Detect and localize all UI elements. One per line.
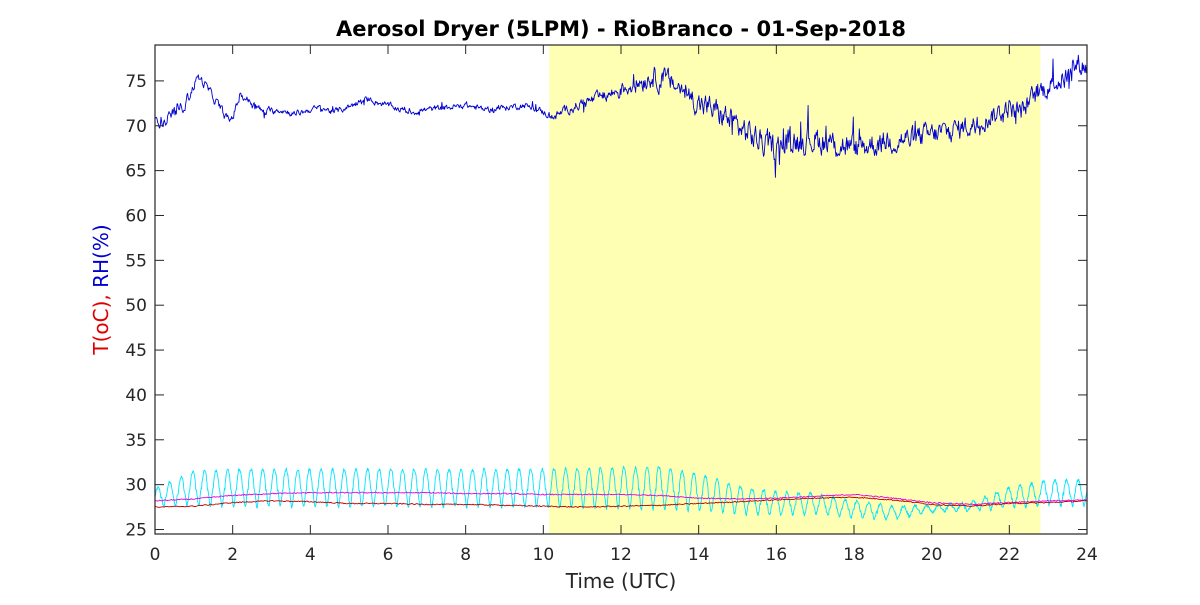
y-tick-label: 65 [125,162,147,182]
x-tick-label: 6 [383,545,394,565]
daylight-band [549,45,1041,534]
x-tick-label: 0 [150,545,161,565]
y-tick-label: 75 [125,72,147,92]
x-tick-label: 16 [766,545,788,565]
x-tick-label: 12 [610,545,632,565]
series-line-cyan [154,465,1088,521]
y-tick-label: 50 [125,296,147,316]
y-tick-label: 30 [125,476,147,496]
chart-title: Aerosol Dryer (5LPM) - RioBranco - 01-Se… [336,17,906,41]
x-tick-label: 2 [227,545,238,565]
y-tick-label: 25 [125,521,147,541]
x-tick-label: 10 [533,545,555,565]
y-axis-label: T(oC), RH(%) [89,224,113,355]
axes-layer: 0 2 4 6 8 10 12 14 16 18 20 22 242530354045505560657… [125,45,1098,565]
x-tick-label: 22 [999,545,1021,565]
y-tick-label: 40 [125,386,147,406]
x-tick-label: 20 [921,545,943,565]
series-layer [154,54,1088,521]
y-axis-label-part: T(oC), [89,294,113,355]
y-tick-label: 70 [125,117,147,137]
series-line-magenta [154,491,1088,506]
y-tick-label: 60 [125,206,147,226]
y-tick-label: 35 [125,431,147,451]
series-line-red [154,496,1088,508]
y-axis-label-part: RH(%) [89,224,113,294]
x-tick-label: 8 [460,545,471,565]
x-tick-label: 18 [843,545,865,565]
x-axis-label: Time (UTC) [565,569,677,593]
x-tick-label: 4 [305,545,316,565]
y-tick-label: 45 [125,341,147,361]
x-tick-label: 14 [688,545,710,565]
y-tick-label: 55 [125,251,147,271]
series-line-rh [154,54,1088,178]
x-tick-label: 24 [1076,545,1098,565]
